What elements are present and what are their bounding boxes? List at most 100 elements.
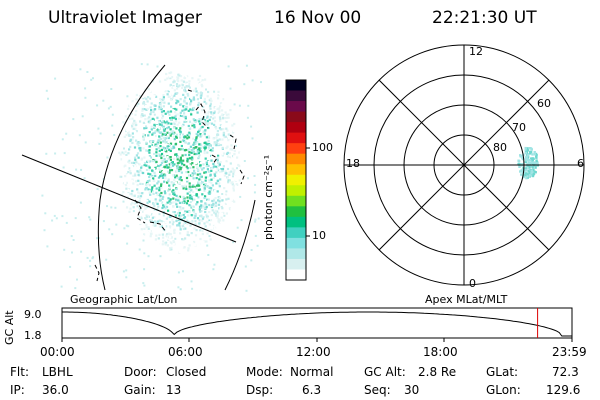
aurora-pixel	[232, 241, 235, 244]
aurora-pixel	[132, 127, 135, 130]
aurora-pixel	[217, 143, 220, 146]
aurora-pixel	[141, 113, 144, 116]
aurora-pixel	[135, 180, 138, 183]
aurora-pixel	[232, 199, 236, 202]
aurora-pixel	[182, 185, 185, 188]
aurora-pixel	[194, 214, 197, 218]
aurora-pixel	[170, 69, 173, 72]
aurora-pixel	[212, 108, 215, 111]
aurora-pixel	[190, 113, 193, 116]
aurora-pixel	[164, 165, 167, 168]
aurora-pixel	[147, 83, 151, 86]
aurora-pixel	[120, 146, 123, 149]
aurora-pixel	[218, 200, 221, 203]
aurora-pixel	[139, 182, 142, 185]
aurora-pixel	[230, 188, 233, 191]
aurora-pixel	[209, 81, 212, 84]
aurora-pixel	[195, 177, 198, 180]
aurora-pixel	[177, 161, 180, 164]
aurora-pixel	[202, 185, 205, 188]
aurora-pixel	[124, 150, 127, 153]
aurora-pixel	[124, 103, 127, 106]
aurora-pixel	[172, 182, 175, 185]
aurora-pixel	[122, 111, 125, 114]
aurora-pixel	[150, 109, 153, 112]
aurora-pixel	[223, 194, 226, 198]
aurora-pixel	[177, 176, 180, 179]
aurora-pixel	[221, 153, 224, 156]
aurora-pixel	[179, 114, 182, 117]
aurora-pixel	[190, 195, 193, 199]
aurora-pixel	[136, 205, 139, 208]
aurora-pixel	[192, 190, 195, 193]
aurora-pixel	[181, 162, 184, 165]
aurora-pixel	[164, 121, 167, 124]
aurora-pixel	[180, 171, 183, 174]
aurora-pixel	[135, 161, 138, 164]
aurora-pixel	[192, 229, 195, 232]
aurora-pixel	[123, 211, 126, 214]
aurora-pixel	[160, 69, 163, 72]
aurora-pixel	[237, 193, 240, 196]
aurora-pixel	[222, 131, 226, 134]
aurora-pixel	[238, 179, 241, 182]
aurora-pixel	[159, 98, 162, 101]
aurora-pixel	[159, 141, 162, 144]
aurora-pixel	[126, 242, 129, 245]
aurora-pixel	[152, 213, 155, 216]
aurora-pixel	[131, 194, 134, 197]
aurora-pixel	[185, 176, 189, 180]
aurora-pixel	[160, 191, 163, 195]
aurora-pixel	[153, 208, 156, 211]
aurora-pixel	[221, 229, 224, 232]
polar-emission-pixel	[531, 174, 535, 178]
aurora-pixel	[180, 179, 183, 182]
gain-value: 13	[166, 383, 182, 397]
aurora-pixel	[148, 151, 151, 154]
aurora-pixel	[202, 72, 206, 75]
aurora-pixel	[147, 228, 150, 232]
aurora-pixel	[145, 162, 148, 165]
aurora-pixel	[238, 104, 241, 107]
aurora-pixel	[208, 75, 211, 78]
aurora-pixel	[153, 126, 156, 129]
aurora-pixel	[164, 141, 167, 144]
aurora-pixel	[188, 151, 191, 154]
aurora-pixel	[148, 156, 151, 159]
aurora-pixel	[137, 156, 140, 159]
aurora-pixel	[194, 146, 197, 149]
aurora-pixel	[210, 205, 214, 209]
aurora-pixel	[178, 216, 181, 219]
aurora-pixel	[184, 153, 187, 157]
aurora-pixel	[196, 201, 199, 204]
aurora-pixel	[138, 113, 141, 116]
aurora-pixel	[145, 125, 147, 128]
aurora-pixel	[177, 224, 181, 227]
aurora-pixel	[227, 133, 230, 136]
aurora-pixel	[133, 194, 136, 198]
aurora-pixel	[138, 84, 141, 87]
coastline-segment	[211, 154, 218, 165]
aurora-pixel	[158, 80, 162, 83]
aurora-pixel	[226, 129, 229, 132]
aurora-pixel	[173, 191, 176, 194]
aurora-pixel	[190, 250, 193, 253]
aurora-pixel	[204, 171, 207, 174]
aurora-pixel	[173, 116, 176, 119]
aurora-pixel	[200, 204, 203, 207]
aurora-pixel	[188, 148, 191, 151]
aurora-pixel	[175, 203, 178, 206]
aurora-pixel	[98, 142, 101, 145]
aurora-pixel	[240, 178, 243, 181]
aurora-pixel	[126, 209, 129, 212]
aurora-pixel	[131, 100, 134, 103]
aurora-pixel	[155, 144, 158, 147]
aurora-pixel	[201, 79, 204, 82]
aurora-pixel	[169, 118, 173, 121]
aurora-pixel	[225, 160, 228, 163]
aurora-pixel	[142, 97, 145, 100]
aurora-pixel	[63, 248, 66, 251]
aurora-pixel	[130, 112, 133, 115]
aurora-pixel	[187, 236, 190, 239]
aurora-pixel	[199, 164, 202, 167]
